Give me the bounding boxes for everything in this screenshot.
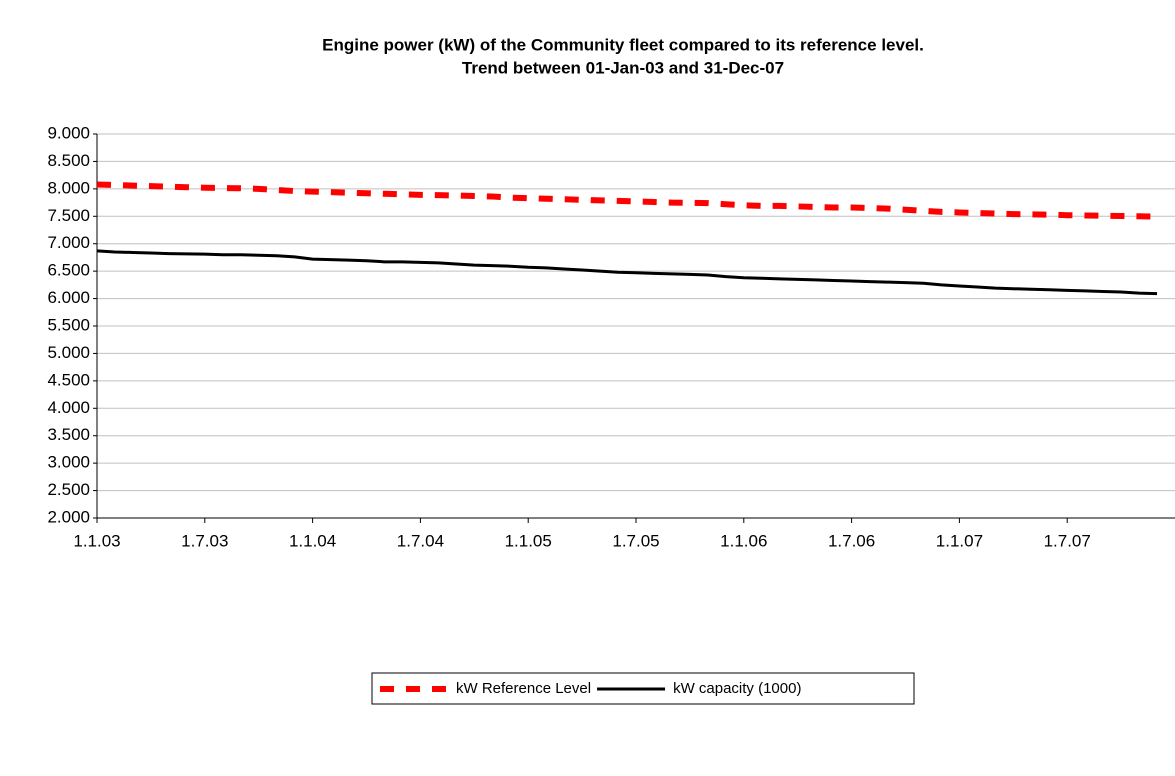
x-tick-label: 1.7.03 <box>181 531 228 550</box>
legend-label: kW Reference Level <box>456 680 591 697</box>
chart-subtitle: Trend between 01-Jan-03 and 31-Dec-07 <box>462 58 784 77</box>
y-tick-label: 9.000 <box>47 123 90 142</box>
series-line <box>96 249 1158 296</box>
y-tick-label: 2.500 <box>47 480 90 499</box>
y-tick-label: 3.000 <box>47 453 90 472</box>
x-tick-label: 1.1.06 <box>720 531 767 550</box>
series-line <box>96 181 1158 220</box>
x-tick-label: 1.7.07 <box>1044 531 1091 550</box>
y-tick-label: 4.000 <box>47 398 90 417</box>
y-tick-label: 7.500 <box>47 206 90 225</box>
y-tick-label: 8.000 <box>47 178 90 197</box>
chart-title: Engine power (kW) of the Community fleet… <box>322 35 924 54</box>
y-tick-label: 5.500 <box>47 315 90 334</box>
y-tick-label: 8.500 <box>47 151 90 170</box>
x-tick-label: 1.1.03 <box>73 531 120 550</box>
y-tick-label: 6.000 <box>47 288 90 307</box>
x-tick-label: 1.7.06 <box>828 531 875 550</box>
x-tick-label: 1.7.05 <box>612 531 659 550</box>
x-tick-label: 1.1.05 <box>505 531 552 550</box>
y-tick-label: 7.000 <box>47 233 90 252</box>
y-tick-label: 6.500 <box>47 261 90 280</box>
y-tick-label: 2.000 <box>47 507 90 526</box>
y-tick-label: 4.500 <box>47 370 90 389</box>
y-tick-label: 3.500 <box>47 425 90 444</box>
x-tick-label: 1.7.04 <box>397 531 444 550</box>
x-tick-label: 1.1.07 <box>936 531 983 550</box>
y-tick-label: 5.000 <box>47 343 90 362</box>
x-tick-label: 1.1.04 <box>289 531 336 550</box>
legend-label: kW capacity (1000) <box>673 680 801 697</box>
